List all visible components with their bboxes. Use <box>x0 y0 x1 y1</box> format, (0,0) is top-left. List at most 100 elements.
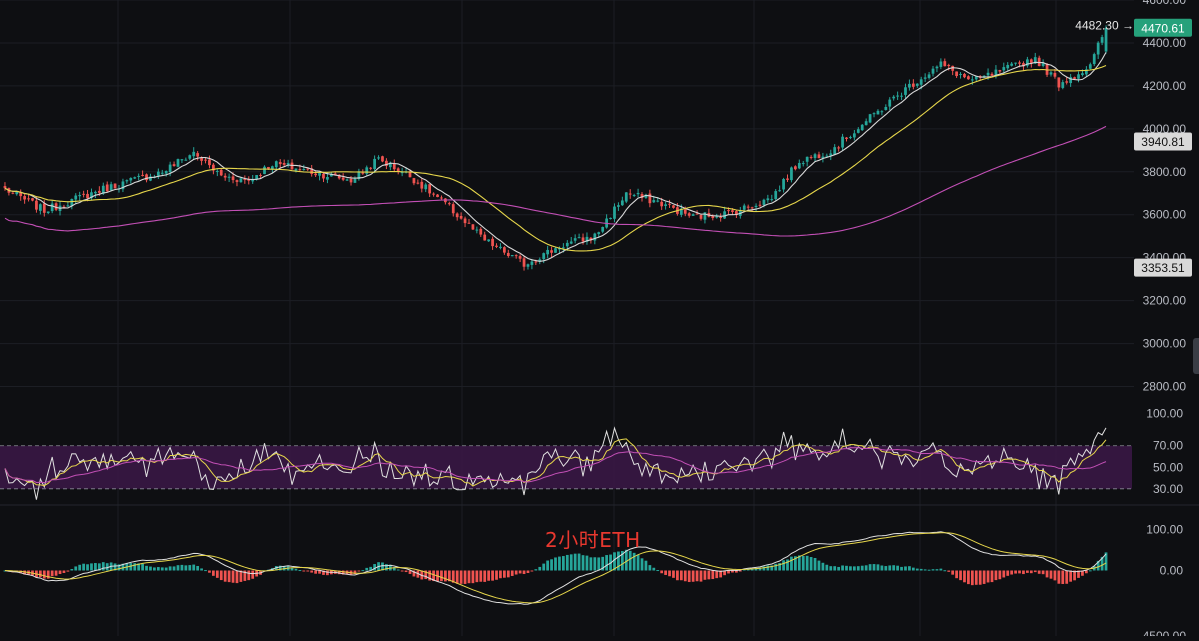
macd-bar <box>137 563 141 571</box>
candle <box>310 164 314 177</box>
candle <box>483 231 487 241</box>
candle <box>19 189 23 201</box>
candle <box>82 190 85 198</box>
macd-bar <box>994 570 998 581</box>
macd-bar <box>227 570 231 583</box>
candle <box>837 145 841 152</box>
macd-bar <box>672 570 675 578</box>
macd-bar <box>974 570 978 585</box>
macd-bar <box>318 570 321 574</box>
candle <box>105 181 109 193</box>
macd-bar <box>573 553 577 571</box>
candle <box>1077 71 1080 83</box>
macd-bar <box>632 552 636 571</box>
candle <box>1006 62 1010 71</box>
price-axis: 4600.00 4400.00 4200.00 4000.00 3800.00 3600.… <box>1143 0 1187 641</box>
macd-bar <box>42 570 46 579</box>
macd-bar <box>451 570 455 583</box>
candle <box>896 91 899 100</box>
candle <box>337 174 341 180</box>
candle <box>935 65 939 73</box>
macd-bar <box>121 563 125 571</box>
macd-bar <box>927 569 931 571</box>
macd-bar <box>1033 570 1037 573</box>
macd-bar <box>872 564 876 571</box>
price-tick-label: 4400.00 <box>1143 36 1187 50</box>
macd-bar <box>951 570 955 575</box>
macd-bar <box>239 570 243 582</box>
candle <box>959 72 962 79</box>
macd-bar <box>1084 570 1088 574</box>
candle <box>432 192 435 197</box>
macd-bar <box>487 570 491 581</box>
candle <box>156 168 160 179</box>
macd-bar <box>955 570 958 579</box>
macd-bar <box>786 559 789 571</box>
macd-bar <box>141 563 144 571</box>
macd-bar <box>679 570 683 581</box>
macd-bar <box>86 564 89 571</box>
candle <box>160 169 164 175</box>
macd-bar <box>793 556 797 571</box>
candle <box>864 118 868 126</box>
macd-bar <box>900 566 903 571</box>
candle <box>353 176 357 183</box>
candle <box>440 195 443 200</box>
macd-bar <box>986 570 990 583</box>
macd-bar <box>326 570 329 576</box>
macd-bar <box>837 566 841 571</box>
macd-bar <box>180 564 184 571</box>
macd-bar <box>1077 570 1080 578</box>
candle <box>609 217 612 220</box>
price-tick-label: 4000.00 <box>1143 122 1187 136</box>
candle <box>577 233 581 239</box>
macd-bar <box>577 553 581 571</box>
candle <box>1041 59 1045 68</box>
candle <box>876 109 880 115</box>
candle <box>892 95 896 101</box>
macd-bar <box>1069 570 1073 582</box>
macd-bar <box>805 555 809 571</box>
macd-tick-label: 0.00 <box>1160 564 1184 578</box>
macd-bar <box>888 565 892 571</box>
candle <box>927 71 931 80</box>
candle <box>990 72 994 76</box>
macd-bar <box>105 563 109 571</box>
candle <box>463 216 467 228</box>
candle <box>294 168 298 173</box>
macd-bar <box>715 570 719 579</box>
macd-bar <box>884 566 888 571</box>
macd-bar <box>797 555 801 571</box>
macd-bar <box>931 569 935 571</box>
macd-bar <box>337 570 341 575</box>
macd-bar <box>463 570 467 584</box>
macd-bar <box>58 570 62 575</box>
price-tick-label: 3000.00 <box>1143 337 1187 351</box>
candle <box>412 177 416 186</box>
macd-bar <box>223 570 227 582</box>
macd-bar <box>782 560 785 571</box>
scroll-handle[interactable] <box>1193 338 1199 374</box>
candle <box>326 172 329 184</box>
candle <box>546 245 550 259</box>
macd-bar <box>601 556 605 571</box>
candle <box>31 197 34 202</box>
candle <box>821 152 825 163</box>
macd-bar <box>408 570 412 574</box>
candle <box>742 203 746 211</box>
candle <box>817 151 821 159</box>
macd-bar <box>514 570 518 575</box>
candle <box>1092 52 1096 67</box>
candle <box>278 159 282 169</box>
candle <box>282 159 286 167</box>
candle <box>208 155 211 169</box>
candle <box>644 193 648 199</box>
candle <box>345 178 349 181</box>
candle <box>1088 62 1092 70</box>
last-price-badge: 4470.61 <box>1134 18 1192 37</box>
candle <box>70 198 74 210</box>
candle <box>829 149 833 161</box>
